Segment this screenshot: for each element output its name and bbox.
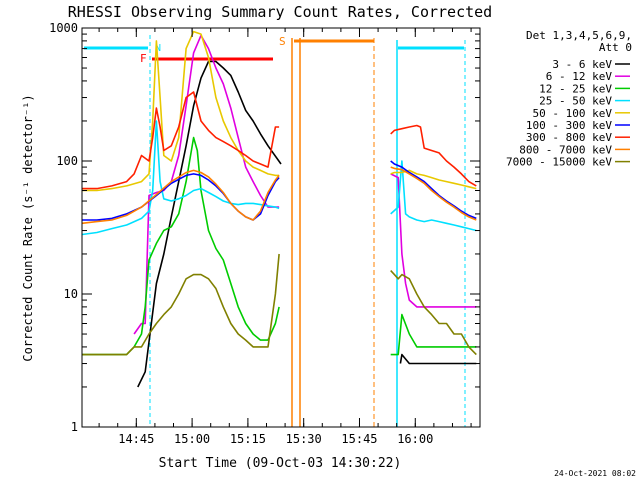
x-axis-label: Start Time (09-Oct-03 14:30:22) [159,456,402,471]
legend-label-5: 50 - 100 keV [533,107,613,120]
series-line-8-seg-2 [390,166,477,221]
series-line-4-seg-1 [81,120,280,236]
series-line-2-seg-2 [390,173,477,308]
series-layer [81,30,477,388]
legend-header-line-1: Det 1,3,4,5,6,9, [526,29,632,42]
series-line-6-seg-1 [82,173,280,221]
x-tick-label: 15:45 [341,432,377,446]
legend-label-3: 12 - 25 keV [539,82,612,95]
x-axis-ticks: 14:45 15:00 15:15 15:30 15:45 16:00 [98,28,472,446]
series-line-9-seg-2 [390,270,477,356]
legend-label-2: 6 - 12 keV [546,70,613,83]
legend-label-1: 3 - 6 keV [552,58,612,71]
series-line-8-seg-1 [81,169,280,225]
legend-header-line-2: Att 0 [599,41,632,54]
F-marker-label: F [140,52,147,65]
attenuator-markers: N S F [84,35,466,427]
y-axis-ticks: 1 10 100 1000 [49,21,480,434]
legend-label-6: 100 - 300 keV [526,119,612,132]
x-tick-label: 15:15 [230,432,266,446]
series-line-7-seg-1 [82,91,280,190]
series-line-7-seg-2 [390,124,477,187]
x-tick-label: 15:30 [286,432,322,446]
series-line-3-seg-1 [82,136,280,356]
x-tick-label: 15:00 [174,432,210,446]
legend-label-9: 7000 - 15000 keV [506,156,612,169]
y-tick-label: 100 [56,154,78,168]
N-marker-label: N [155,43,161,54]
y-axis-label: Corrected Count Rate (s⁻¹ detector⁻¹) [21,94,35,361]
series-line-1-seg-2 [399,353,477,365]
y-tick-label: 10 [64,287,78,301]
S-marker-label: S [279,35,286,48]
legend-label-7: 300 - 800 keV [526,131,612,144]
x-tick-label: 16:00 [397,432,433,446]
series-line-9-seg-1 [82,253,280,356]
legend-label-8: 800 - 7000 keV [519,143,612,156]
plot-frame [81,27,481,428]
series-line-5-seg-1 [82,30,280,192]
series-line-6-seg-2 [390,160,477,220]
chart-title: RHESSI Observing Summary Count Rates, Co… [68,3,492,21]
series-line-3-seg-2 [390,313,477,356]
footer-timestamp: 24-Oct-2021 08:02 [554,469,636,478]
series-line-5-seg-2 [390,169,477,190]
legend-label-4: 25 - 50 keV [539,95,612,108]
y-tick-label: 1 [71,420,78,434]
x-tick-label: 14:45 [118,432,154,446]
series-line-1-seg-1 [137,60,282,388]
y-tick-label: 1000 [49,21,78,35]
